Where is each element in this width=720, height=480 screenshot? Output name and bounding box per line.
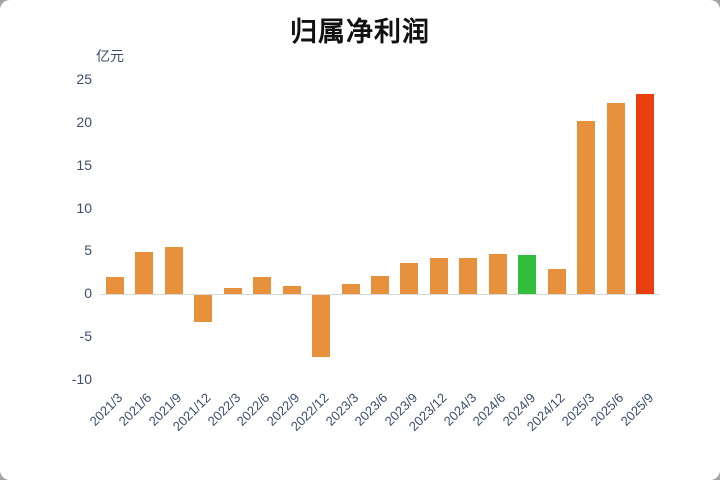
bar-2021/12[interactable]: [194, 295, 213, 322]
y-tick-label: 5: [84, 242, 92, 259]
bar-2025/9[interactable]: [636, 93, 655, 295]
bar-2023/3[interactable]: [341, 284, 360, 295]
bar-2022/9[interactable]: [282, 285, 301, 295]
bar-2023/6[interactable]: [371, 276, 389, 295]
bar-2024/6[interactable]: [488, 254, 507, 295]
zero-axis-line: [100, 294, 660, 296]
y-tick-label: 10: [76, 199, 92, 216]
bar-2021/9[interactable]: [164, 247, 183, 295]
y-tick-label: 20: [76, 113, 92, 130]
x-tick-label: 2021/6: [116, 390, 155, 429]
chart-title: 归属净利润: [290, 17, 430, 47]
bar-2022/12[interactable]: [312, 295, 331, 357]
y-tick-label: 25: [76, 71, 92, 87]
x-tick-label: 2025/3: [558, 390, 597, 429]
bar-2024/3[interactable]: [459, 258, 478, 295]
x-tick-label: 2024/3: [440, 390, 480, 429]
x-tick-label: 2023/6: [351, 390, 391, 429]
y-axis: 25 20 15 10 5 0 -5 -10: [0, 71, 92, 387]
bar-2023/9[interactable]: [400, 263, 419, 295]
bar-2025/6[interactable]: [606, 103, 625, 295]
bar-2023/12[interactable]: [429, 258, 448, 295]
y-tick-label: -10: [71, 371, 92, 387]
x-tick-label: 2023/3: [322, 390, 362, 429]
bar-2022/6[interactable]: [253, 277, 272, 295]
x-tick-label: 2024/6: [469, 390, 509, 429]
y-tick-label: 0: [84, 285, 92, 302]
x-tick-label: 2022/6: [233, 390, 273, 429]
x-axis: 2021/3 2021/6 2021/9 2021/12 2022/3 2022/6 202…: [87, 380, 660, 470]
bar-2025/3[interactable]: [577, 121, 596, 295]
y-axis-unit-label: 亿元: [96, 48, 124, 64]
y-tick-label: -5: [79, 328, 92, 345]
bar-2024/12[interactable]: [547, 269, 566, 295]
bar-2024/9[interactable]: [518, 254, 537, 295]
plot-area: [100, 80, 660, 380]
bar-2022/3[interactable]: [223, 288, 242, 295]
bar-2021/3[interactable]: [105, 277, 124, 295]
y-tick-label: 15: [76, 156, 92, 173]
bar-2021/6[interactable]: [135, 252, 154, 295]
x-tick-label: 2025/9: [617, 390, 656, 429]
